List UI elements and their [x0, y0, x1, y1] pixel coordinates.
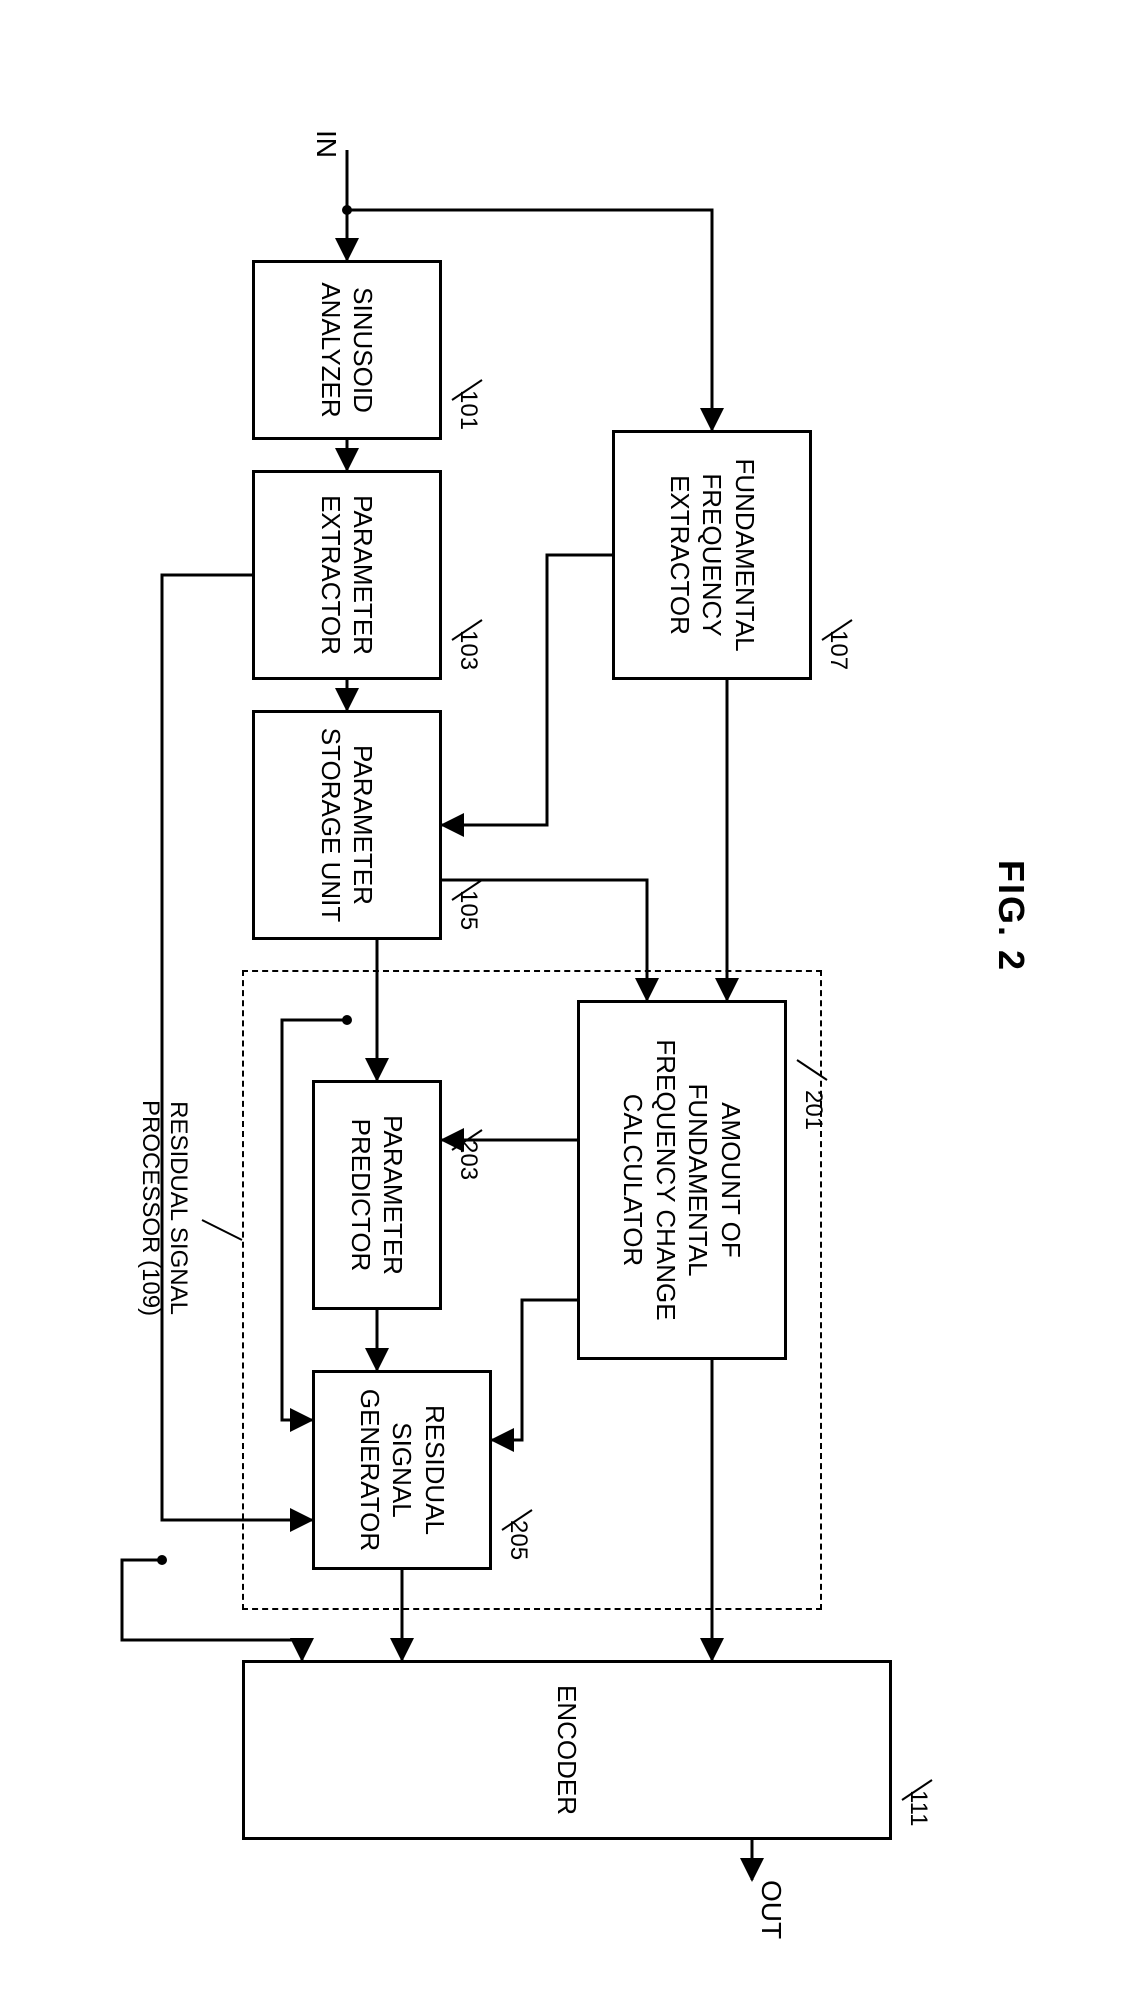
- ref-number: 203: [454, 1140, 482, 1180]
- block-label: PARAMETEREXTRACTOR: [315, 495, 380, 655]
- parameter-predictor-block: PARAMETERPREDICTOR: [312, 1080, 442, 1310]
- ref-number: 205: [504, 1520, 532, 1560]
- rotated-stage: FIG. 2 IN OUT SINUSOIDANALYZER PARAMETER…: [0, 0, 1122, 2014]
- block-label: SINUSOIDANALYZER: [315, 282, 380, 417]
- sinusoid-analyzer-block: SINUSOIDANALYZER: [252, 260, 442, 440]
- ref-number: 111: [904, 1790, 932, 1826]
- ref-number: 201: [799, 1090, 827, 1130]
- encoder-block: ENCODER: [242, 1660, 892, 1840]
- parameter-storage-unit-block: PARAMETERSTORAGE UNIT: [252, 710, 442, 940]
- input-label: IN: [310, 130, 342, 158]
- block-label: PARAMETERSTORAGE UNIT: [315, 728, 380, 923]
- ref-number: 101: [454, 390, 482, 430]
- output-label: OUT: [755, 1880, 787, 1939]
- parameter-extractor-block: PARAMETEREXTRACTOR: [252, 470, 442, 680]
- diagram-canvas: FIG. 2 IN OUT SINUSOIDANALYZER PARAMETER…: [0, 0, 1122, 2014]
- ref-number: 107: [824, 630, 852, 670]
- ref-number: 105: [454, 890, 482, 930]
- block-label: FUNDAMENTALFREQUENCYEXTRACTOR: [663, 458, 761, 651]
- fundamental-frequency-extractor-block: FUNDAMENTALFREQUENCYEXTRACTOR: [612, 430, 812, 680]
- block-label: RESIDUALSIGNALGENERATOR: [353, 1389, 451, 1551]
- block-label: ENCODER: [551, 1685, 584, 1815]
- residual-signal-processor-label: RESIDUAL SIGNALPROCESSOR (109): [136, 1100, 192, 1316]
- figure-title: FIG. 2: [990, 860, 1032, 972]
- ref-number: 103: [454, 630, 482, 670]
- frequency-change-calculator-block: AMOUNT OFFUNDAMENTALFREQUENCY CHANGECALC…: [577, 1000, 787, 1360]
- residual-signal-generator-block: RESIDUALSIGNALGENERATOR: [312, 1370, 492, 1570]
- block-label: PARAMETERPREDICTOR: [345, 1115, 410, 1275]
- block-label: AMOUNT OFFUNDAMENTALFREQUENCY CHANGECALC…: [617, 1039, 747, 1320]
